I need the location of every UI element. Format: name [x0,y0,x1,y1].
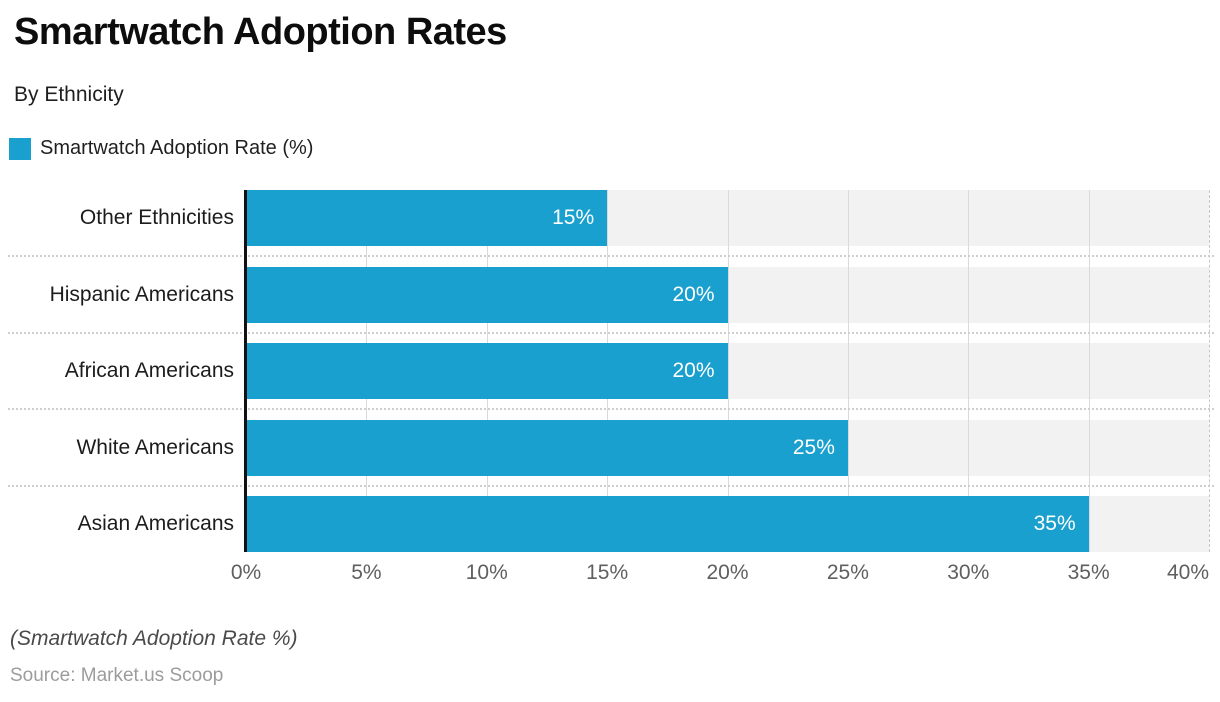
x-tick-label: 35% [1067,561,1110,584]
category-label: Asian Americans [77,512,234,535]
bar-value-label: 35% [1033,512,1076,535]
gridline [727,190,729,552]
x-tick-label: 5% [351,561,382,584]
row-separator [8,408,1214,411]
x-tick-label: 20% [706,561,749,584]
bar-asian-americans: 35% [246,496,1089,552]
x-tick-label: 25% [826,561,869,584]
x-tick-label: 0% [230,561,262,584]
axis-note: (Smartwatch Adoption Rate %) [10,627,298,650]
x-tick-label: 40% [1166,561,1209,584]
bar-value-label: 20% [672,282,715,306]
x-tick-label: 15% [586,561,629,584]
gridline [968,190,970,552]
row-separator [8,331,1214,334]
legend: Smartwatch Adoption Rate (%) [9,137,313,160]
gridline [847,190,849,552]
bar-value-label: 15% [552,206,595,229]
legend-label: Smartwatch Adoption Rate (%) [40,137,314,159]
category-label: White Americans [76,435,234,459]
bar-value-label: 25% [792,435,835,459]
bar-white-americans: 25% [246,419,848,476]
chart-subtitle: By Ethnicity [14,83,124,106]
plot-area: 15% 20% 20% 25% 35% [244,190,1210,552]
bar-hispanic-americans: 20% [246,266,728,323]
gridline [1209,190,1210,552]
bar-value-label: 20% [672,359,715,382]
category-label: Other Ethnicities [79,206,234,229]
bar-other-ethnicities: 15% [246,190,608,246]
chart-title: Smartwatch Adoption Rates [14,11,507,53]
category-label: African Americans [64,359,234,382]
row-separator [8,484,1214,487]
x-tick-label: 10% [465,561,508,584]
row-separator [8,255,1214,258]
legend-swatch-icon [9,137,31,160]
category-label: Hispanic Americans [49,282,234,306]
source-credit: Source: Market.us Scoop [10,665,224,686]
gridline [1088,190,1090,552]
x-tick-label: 30% [947,561,990,584]
bar-african-americans: 20% [246,343,728,399]
